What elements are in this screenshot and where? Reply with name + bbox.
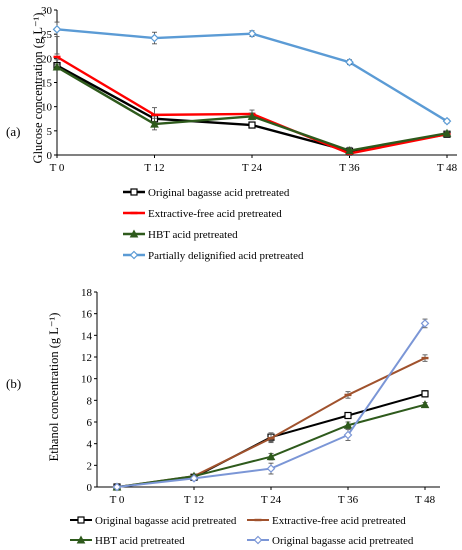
x-tick-label: T 0 [110,494,125,506]
series-line [56,65,448,152]
y-tick-label: 12 [81,352,92,364]
x-tick-label: T 24 [242,162,263,174]
legend-item-2: HBT acid pretreated [123,229,238,241]
data-point [266,464,276,473]
y-tick-label: 10 [41,102,53,114]
data-point [421,390,429,398]
data-point [343,430,353,440]
ethanol-series-group [112,318,430,492]
series-line [56,64,448,153]
glucose-chart: (a) Glucose concentration (g L⁻¹) 0 5 10 15… [6,5,458,262]
x-tick-label: T 48 [415,494,436,506]
series-line [56,55,448,155]
series-2 [52,62,452,155]
y-tick-label: 20 [41,53,53,65]
y-tick-label: 10 [81,374,93,386]
y-tick-label: 4 [87,439,93,451]
glucose-y-axis-label: Glucose concentration (g L⁻¹) [31,13,45,164]
legend-swatch-marker [76,535,86,544]
data-point [343,420,353,429]
legend-swatch-marker [129,229,139,238]
legend-label: Original bagasse acid pretreated [272,535,414,547]
y-tick-label: 2 [87,460,93,472]
data-point [345,57,354,67]
x-tick-label: T 36 [338,494,359,506]
y-tick-label: 0 [87,482,93,494]
series-line [116,403,426,488]
data-point [247,29,257,39]
series-2 [112,400,430,491]
data-point [266,452,276,461]
y-tick-label: 5 [47,126,53,138]
legend-swatch-marker [77,516,85,524]
legend-item-0: Original bagasse acid pretreated [70,515,237,527]
legend-swatch-marker [130,188,138,196]
glucose-axes: 0 5 10 15 20 25 30 T 0 T 12 T 24 T 36 T 48 [41,5,458,174]
x-tick-label: T 0 [50,162,65,174]
series-0 [53,61,451,156]
y-tick-label: 6 [87,417,93,429]
glucose-legend: Original bagasse acid pretreated Extracti… [123,187,304,262]
y-tick-label: 25 [41,29,53,41]
x-tick-label: T 48 [437,162,458,174]
x-tick-label: T 36 [339,162,360,174]
legend-item-2: HBT acid pretreated [70,535,185,547]
y-tick-label: 16 [81,309,93,321]
data-point [344,411,352,420]
data-point [247,111,257,120]
data-point [442,116,452,126]
legend-item-1: Extractive-free acid pretreated [123,208,282,220]
panel-label-b: (b) [6,376,21,391]
y-tick-label: 14 [81,330,93,342]
y-tick-label: 8 [87,395,93,407]
data-point [150,119,159,128]
glucose-series-group [52,21,452,156]
data-point [420,400,430,409]
series-line [56,28,448,123]
x-tick-label: T 12 [184,494,204,506]
legend-swatch-marker [253,535,263,545]
legend-swatch-marker [129,250,139,260]
series-3 [112,318,430,492]
data-point [248,121,256,129]
data-point [189,473,199,483]
data-point [345,146,354,155]
series-3 [52,21,452,126]
ethanol-legend: Original bagasse acid pretreated Extracti… [70,515,414,547]
legend-label: Extractive-free acid pretreated [148,208,282,220]
legend-item-1: Extractive-free acid pretreated [247,515,406,527]
series-line [116,322,426,488]
data-point [112,482,122,492]
legend-label: Extractive-free acid pretreated [272,515,406,527]
legend-item-3: Partially delignified acid pretreated [123,250,304,262]
ethanol-y-axis-label: Ethanol concentration (g L⁻¹) [47,313,61,462]
x-tick-label: T 24 [261,494,282,506]
x-tick-label: T 12 [144,162,164,174]
y-tick-label: 18 [81,287,93,299]
data-point [420,319,430,328]
data-point [52,24,62,34]
legend-label: HBT acid pretreated [95,535,185,547]
y-tick-label: 0 [47,150,53,162]
legend-label: Original bagasse acid pretreated [95,515,237,527]
y-tick-label: 15 [41,78,53,90]
ethanol-chart: (b) Ethanol concentration (g L⁻¹) 0 2 4 6 8 1… [6,287,440,547]
legend-label: HBT acid pretreated [148,229,238,241]
legend-item-3: Original bagasse acid pretreated [247,535,414,547]
legend-item-0: Original bagasse acid pretreated [123,187,290,199]
legend-label: Partially delignified acid pretreated [148,250,304,262]
data-point [52,62,62,71]
data-point [150,33,159,43]
panel-label-a: (a) [6,124,20,139]
ethanol-axes: 0 2 4 6 8 10 12 14 16 18 T 0 T 12 T 24 T 36 T 48 [81,287,440,506]
data-point [442,128,452,137]
legend-label: Original bagasse acid pretreated [148,187,290,199]
series-1 [53,53,451,156]
y-tick-label: 30 [41,5,53,17]
